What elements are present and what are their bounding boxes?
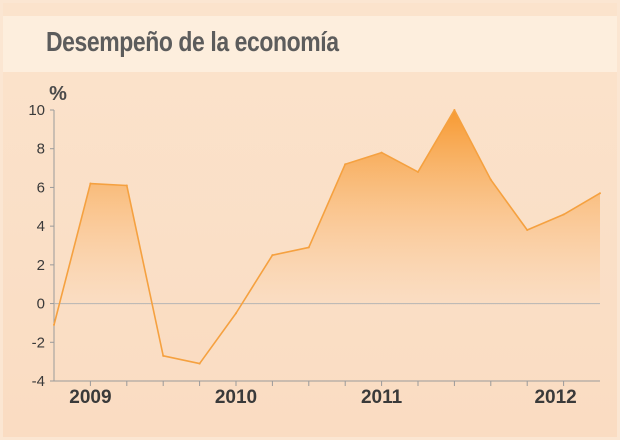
- data-point: [489, 178, 492, 181]
- series-line: [53, 109, 601, 365]
- data-point: [417, 170, 419, 173]
- chart-title: Desempeño de la economía: [46, 26, 339, 57]
- y-tick-label: 6: [37, 179, 45, 196]
- title-band: [3, 16, 617, 72]
- data-point: [53, 323, 55, 326]
- data-point: [599, 192, 601, 195]
- y-tick-label: -4: [32, 373, 45, 390]
- data-point: [344, 163, 347, 166]
- y-tick-label: 4: [37, 218, 45, 235]
- y-tick-label: -2: [32, 334, 45, 351]
- y-tick-label: 8: [37, 141, 45, 158]
- x-tick-label: 2009: [69, 387, 111, 408]
- data-point: [307, 246, 310, 249]
- data-point: [271, 254, 274, 257]
- data-point: [526, 229, 529, 232]
- x-tick-label: 2011: [361, 387, 403, 408]
- y-axis-unit-label: %: [49, 83, 67, 105]
- x-tick-label: 2010: [215, 387, 257, 408]
- y-tick-label: 10: [28, 102, 45, 119]
- data-point: [198, 362, 201, 365]
- data-point: [562, 213, 565, 216]
- data-point: [125, 184, 128, 187]
- data-point: [453, 109, 456, 111]
- y-tick-label: 0: [37, 296, 45, 313]
- data-point: [89, 182, 92, 185]
- data-point: [380, 151, 383, 154]
- y-tick-label: 2: [37, 257, 45, 274]
- data-point: [235, 312, 237, 315]
- x-tick-label: 2012: [534, 387, 576, 408]
- data-point: [162, 354, 165, 357]
- series-area: [54, 110, 600, 364]
